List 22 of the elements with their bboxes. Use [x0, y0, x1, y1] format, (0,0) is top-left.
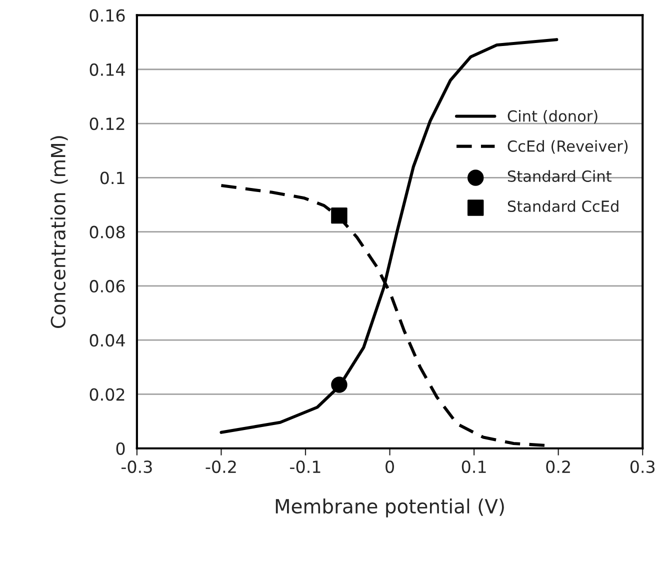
y-tick-label: 0.08: [90, 226, 125, 238]
y-tick-label: 0.12: [90, 117, 124, 130]
x-axis-title: Membrane potential (V): [276, 498, 504, 518]
y-tick-label: 0.04: [90, 334, 125, 347]
x-tick-label: 0.2: [546, 460, 570, 474]
y-tick-label: 0.16: [90, 9, 125, 22]
x-tick-label: -0.2: [206, 460, 236, 474]
legend-label: CcEd (Reveiver): [508, 140, 628, 154]
x-tick-label: -0.3: [121, 460, 152, 474]
y-tick-label: 0: [116, 442, 125, 455]
legend-label: Cint (donor): [508, 110, 598, 124]
y-tick-label: 0.06: [90, 280, 125, 293]
y-tick-label: 0.14: [90, 63, 125, 76]
legend-label: Standard CcEd: [508, 200, 618, 212]
x-tick-label: 0.3: [630, 460, 655, 474]
y-tick-label: 0.1: [100, 172, 124, 184]
y-axis-title: Concentration (mM): [50, 136, 68, 328]
y-tick-label: 0.02: [90, 388, 124, 401]
x-tick-label: -0.1: [290, 460, 320, 474]
x-tick-label: 0.1: [462, 460, 486, 474]
legend-label: Standard Cint: [508, 170, 612, 182]
x-tick-label: 0: [386, 460, 394, 474]
